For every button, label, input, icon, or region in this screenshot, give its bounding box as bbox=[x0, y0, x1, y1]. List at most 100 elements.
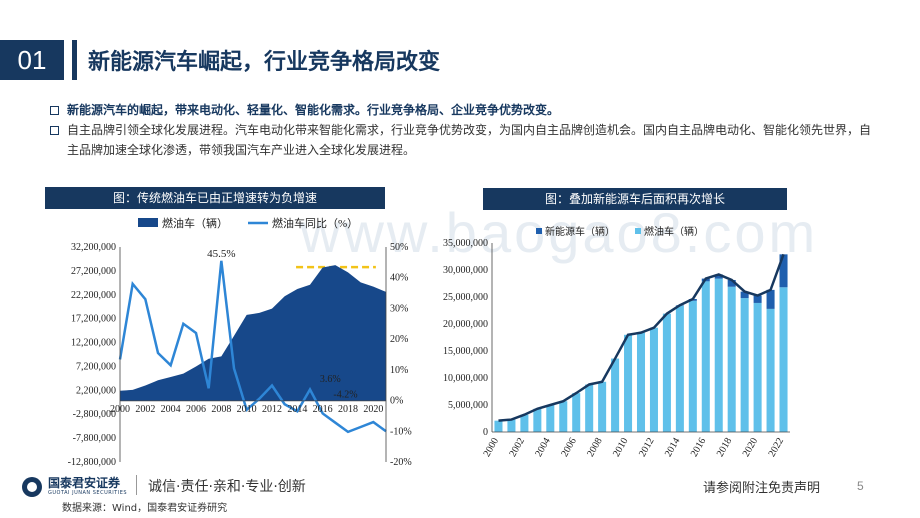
legend-area-swatch bbox=[138, 218, 158, 227]
nev-bar bbox=[766, 289, 775, 309]
fuel-bar bbox=[714, 278, 723, 432]
fuel-bar bbox=[727, 286, 736, 432]
x-tick: 2000 bbox=[482, 436, 502, 459]
nev-bar bbox=[727, 279, 736, 287]
x-tick: 2008 bbox=[585, 436, 605, 459]
nev-bar bbox=[740, 291, 749, 299]
x-tick: 2004 bbox=[161, 404, 181, 415]
legend-area-label: 燃油车（辆） bbox=[162, 216, 228, 230]
x-tick: 2014 bbox=[287, 404, 307, 415]
x-tick: 2018 bbox=[715, 436, 735, 459]
x-tick: 2012 bbox=[637, 436, 657, 459]
fuel-bar bbox=[533, 408, 542, 432]
y-right-tick: -10% bbox=[390, 426, 412, 437]
x-tick: 2010 bbox=[611, 436, 631, 459]
x-tick: 2006 bbox=[559, 436, 579, 459]
x-tick: 2008 bbox=[211, 404, 231, 415]
fuel-bar bbox=[636, 332, 646, 432]
fuel-bar bbox=[494, 420, 503, 432]
y-tick: 0 bbox=[483, 427, 488, 438]
y-right-tick: 20% bbox=[390, 334, 408, 345]
logo-emblem-icon bbox=[22, 476, 42, 497]
x-tick: 2006 bbox=[186, 404, 206, 415]
y-left-tick: 2,200,000 bbox=[76, 385, 116, 396]
fuel-bar bbox=[559, 401, 568, 432]
fuel-vehicle-chart: 燃油车（辆） 燃油车同比（%） 32,200,000 27,200,000 22,2… bbox=[68, 216, 412, 468]
y-tick: 20,000,000 bbox=[443, 319, 488, 330]
fuel-bar bbox=[675, 305, 684, 432]
nev-bar bbox=[714, 274, 723, 279]
x-tick: 2012 bbox=[262, 404, 282, 415]
y-right-tick: 50% bbox=[390, 242, 408, 253]
fuel-bar bbox=[753, 302, 762, 432]
x-tick: 2002 bbox=[507, 436, 527, 459]
bullet-text: 新能源汽车的崛起，带来电动化、轻量化、智能化需求。行业竞争格局、企业竞争优势改变… bbox=[67, 103, 560, 117]
fuel-bar bbox=[507, 419, 516, 432]
y-tick: 30,000,000 bbox=[443, 265, 488, 276]
x-tick: 2000 bbox=[110, 404, 130, 415]
x-tick: 2018 bbox=[338, 404, 358, 415]
fuel-bar bbox=[766, 308, 775, 432]
section-divider bbox=[72, 40, 77, 80]
chart-legend: 燃油车（辆） 燃油车同比（%） bbox=[138, 216, 358, 230]
y-tick: 15,000,000 bbox=[443, 346, 488, 357]
x-tick: 2020 bbox=[741, 436, 761, 459]
footer-divider bbox=[136, 475, 137, 495]
y-left-tick: 12,200,000 bbox=[71, 338, 116, 349]
nev-bar bbox=[779, 254, 788, 288]
chart-legend: 新能源车（辆） 燃油车（辆） bbox=[536, 225, 704, 238]
fuel-bar bbox=[611, 358, 620, 432]
y-left-tick: 17,200,000 bbox=[71, 314, 116, 325]
annotation-2016: -4.2% bbox=[333, 390, 357, 401]
fuel-bar bbox=[624, 334, 633, 432]
fuel-bar bbox=[662, 313, 671, 432]
y-left-tick: -2,800,000 bbox=[73, 409, 116, 420]
stacked-vehicle-chart: 新能源车（辆） 燃油车（辆） 35,000,000 30,000,000 25,00… bbox=[443, 225, 790, 459]
x-tick: 2016 bbox=[689, 436, 709, 459]
page-number: 5 bbox=[857, 479, 864, 493]
x-tick: 2010 bbox=[237, 404, 257, 415]
y-right-tick: 40% bbox=[390, 273, 408, 284]
peak-annotation: 45.5% bbox=[207, 248, 235, 260]
legend-fuel-swatch bbox=[635, 228, 641, 234]
y-tick: 25,000,000 bbox=[443, 292, 488, 303]
logo-name: 国泰君安证券 bbox=[48, 476, 121, 490]
annotation-2015: 3.6% bbox=[320, 374, 341, 385]
fuel-bar bbox=[520, 414, 529, 432]
x-tick: 2020 bbox=[363, 404, 383, 415]
y-right-tick: 30% bbox=[390, 303, 408, 314]
y-left-tick: 27,200,000 bbox=[71, 266, 116, 277]
x-tick: 2016 bbox=[313, 404, 333, 415]
square-bullet-icon bbox=[50, 126, 59, 135]
disclaimer-link[interactable]: 请参阅附注免责声明 bbox=[703, 481, 821, 496]
nev-bar bbox=[753, 295, 762, 303]
x-tick: 2014 bbox=[663, 436, 683, 459]
x-tick: 2022 bbox=[767, 436, 787, 459]
fuel-bar bbox=[740, 298, 749, 432]
y-tick: 10,000,000 bbox=[443, 373, 488, 384]
data-source: 数据来源：Wind，国泰君安证券研究 bbox=[62, 503, 228, 514]
y-right-tick: 0% bbox=[390, 396, 403, 407]
y-tick: 35,000,000 bbox=[443, 238, 488, 249]
y-left-tick: -12,800,000 bbox=[68, 457, 116, 468]
fuel-area bbox=[120, 265, 386, 401]
legend-line-label: 燃油车同比（%） bbox=[272, 216, 358, 230]
x-tick: 2002 bbox=[135, 404, 155, 415]
y-left-tick: 22,200,000 bbox=[71, 290, 116, 301]
legend-fuel-label: 燃油车（辆） bbox=[644, 225, 704, 238]
bullet-item: 新能源汽车的崛起，带来电动化、轻量化、智能化需求。行业竞争格局、企业竞争优势改变… bbox=[50, 100, 880, 120]
section-number: 01 bbox=[0, 40, 64, 80]
legend-nev-label: 新能源车（辆） bbox=[545, 225, 615, 238]
y-tick: 5,000,000 bbox=[448, 400, 488, 411]
chart-caption-right: 图：叠加新能源车后面积再次增长 bbox=[483, 188, 787, 210]
y-left-tick: 7,200,000 bbox=[76, 361, 116, 372]
square-bullet-icon bbox=[50, 106, 59, 115]
y-right-tick: -20% bbox=[390, 457, 412, 468]
chart-caption-left: 图：传统燃油车已由正增速转为负增速 bbox=[45, 187, 385, 209]
fuel-bar bbox=[598, 381, 607, 432]
y-right-tick: 10% bbox=[390, 365, 408, 376]
x-tick: 2004 bbox=[533, 436, 553, 459]
growth-line bbox=[118, 260, 387, 434]
fuel-bar bbox=[649, 327, 658, 432]
bullet-item: 自主品牌引领全球化发展进程。汽车电动化带来智能化需求，行业竞争优势改变，为国内自… bbox=[50, 120, 880, 160]
